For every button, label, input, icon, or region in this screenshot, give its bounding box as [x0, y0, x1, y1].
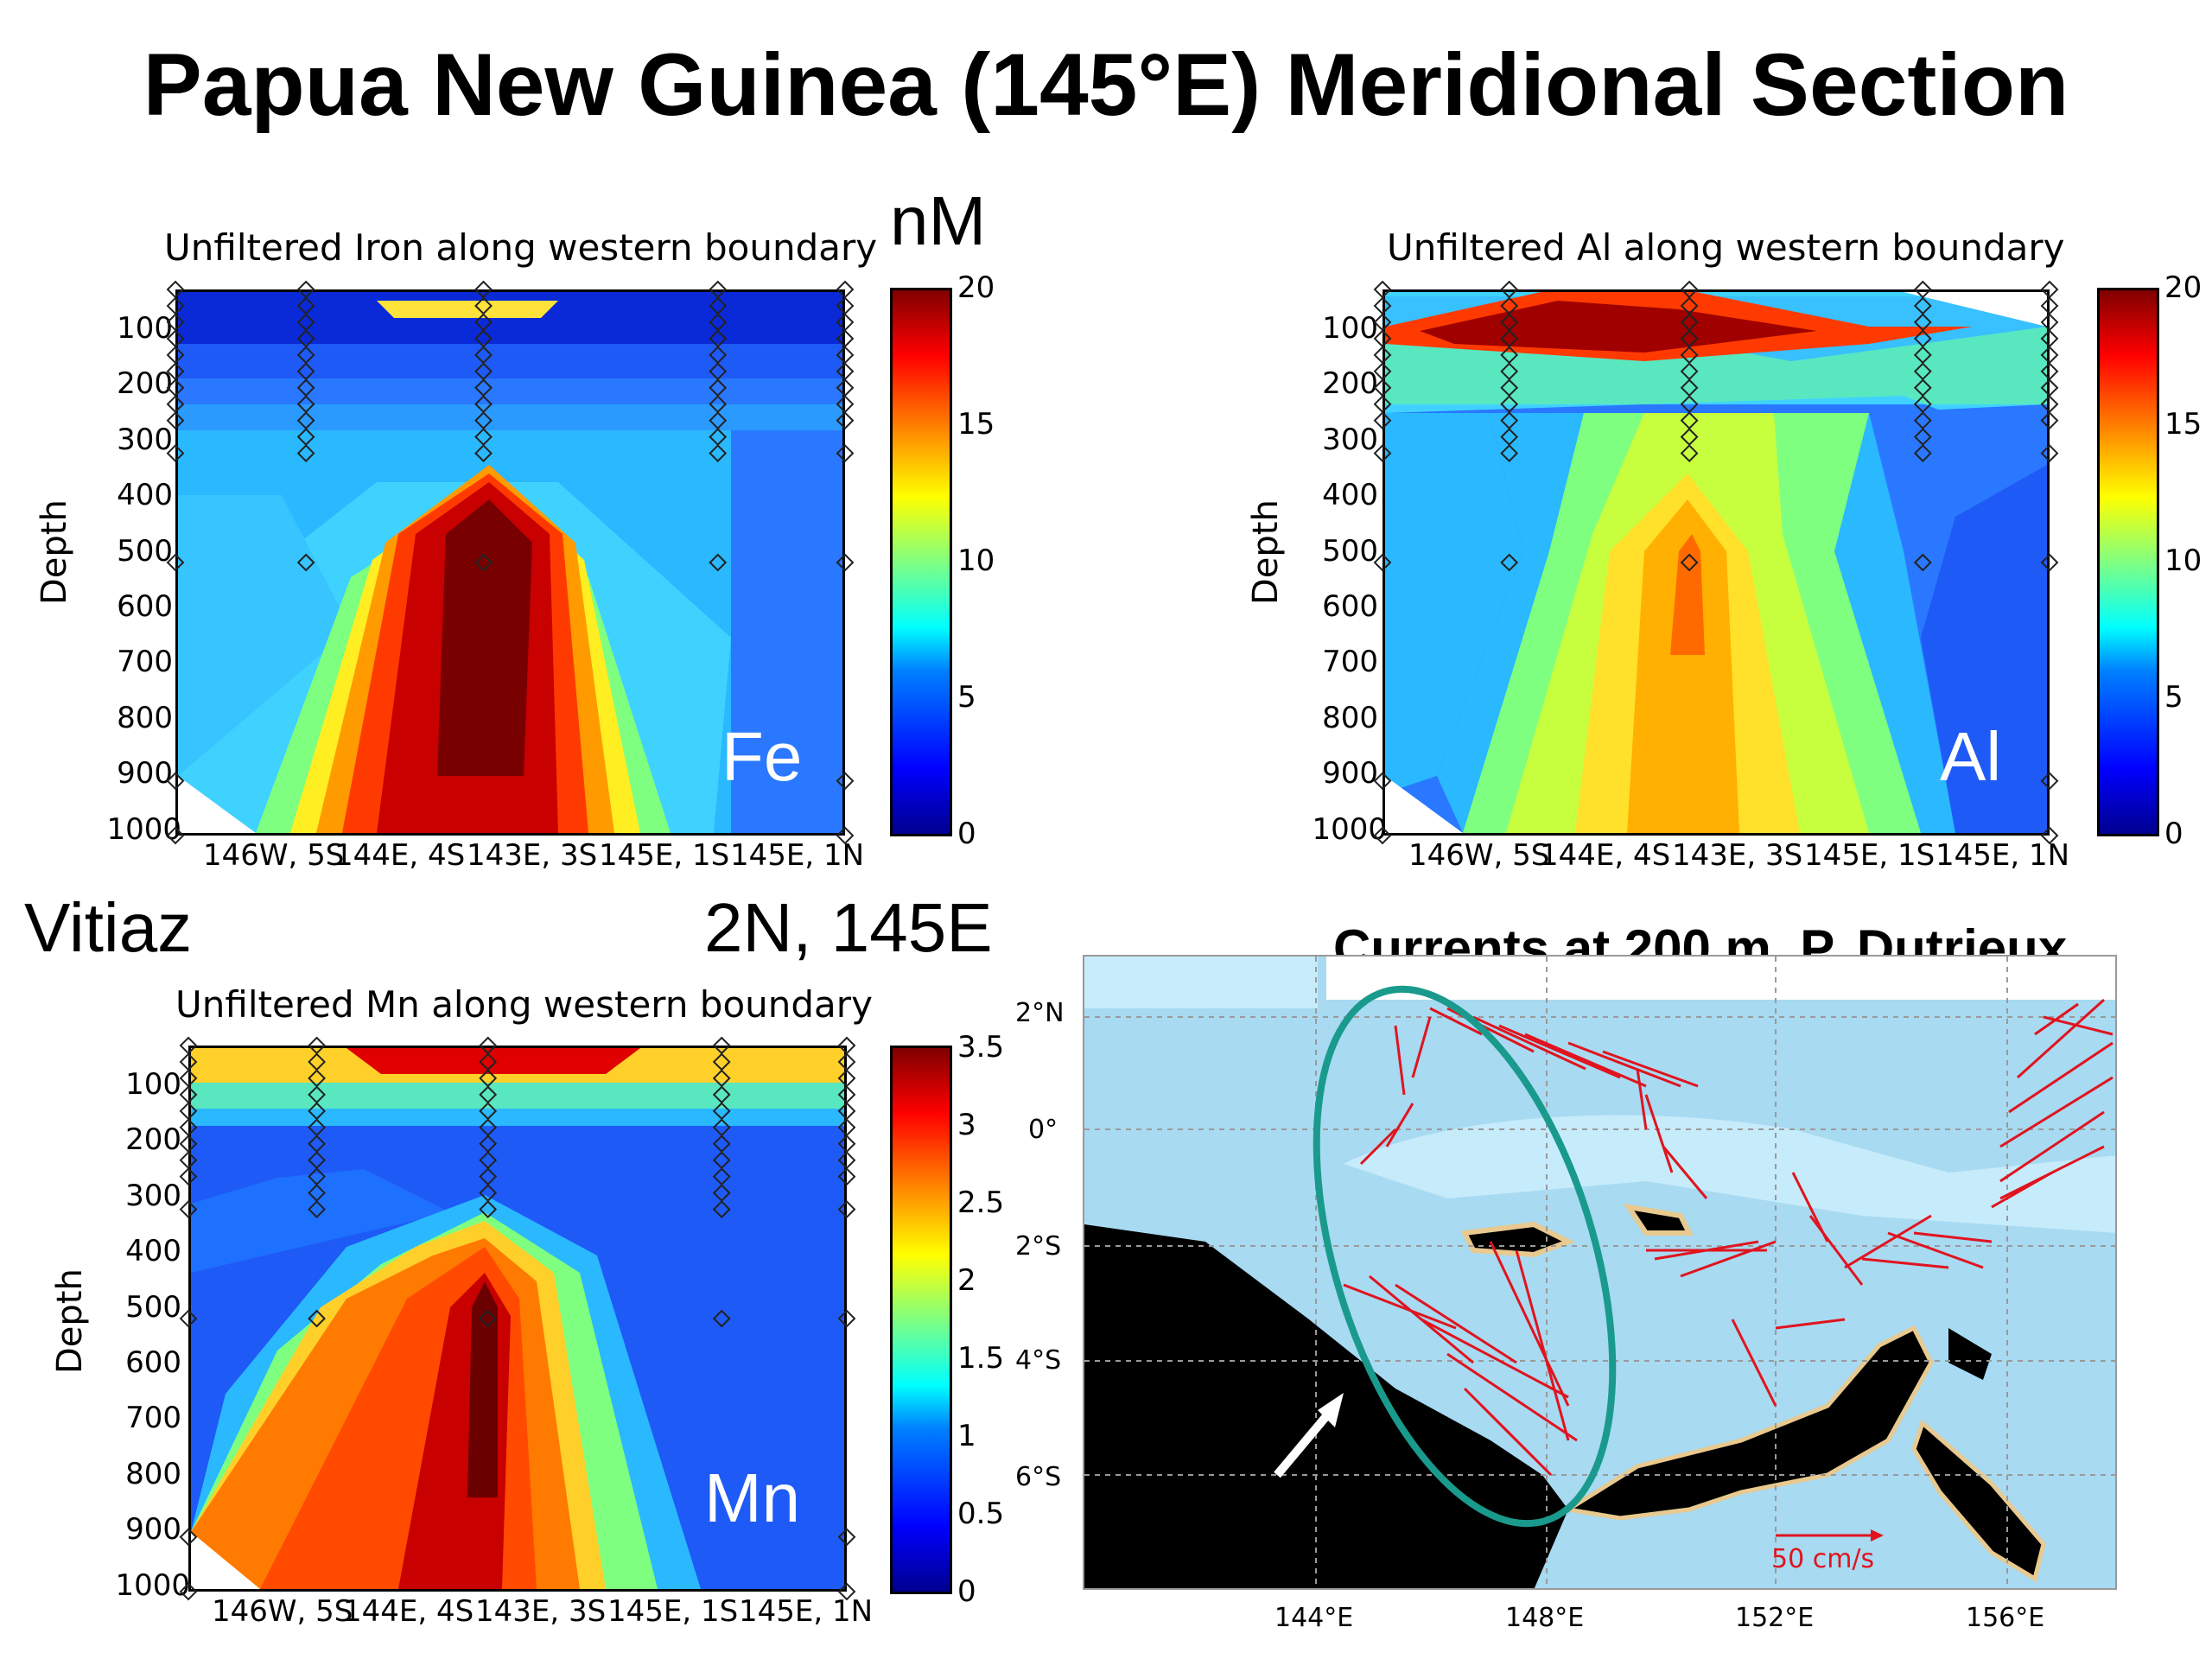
mn-y-tick: 500 [125, 1290, 181, 1325]
fe-y-tick: 300 [117, 423, 173, 457]
al-cbar-tick: 5 [2164, 680, 2183, 715]
al-plot-area [1382, 289, 2050, 836]
al-y-tick: 200 [1322, 366, 1378, 401]
fe-y-tick: 900 [117, 756, 173, 791]
al-colorbar [2097, 288, 2159, 836]
mn-y-tick: 300 [125, 1179, 181, 1213]
al-cbar-tick: 0 [2164, 817, 2183, 851]
fe-y-tick: 100 [117, 311, 173, 346]
mn-colorbar [890, 1046, 952, 1594]
al-panel-title: Unfiltered Al along western boundary [1387, 226, 2065, 269]
fe-y-tick: 400 [117, 478, 173, 512]
fe-ylabel: Depth [35, 499, 74, 605]
fe-y-ticks: 100 200 300 400 500 600 700 800 900 1000 [106, 311, 181, 847]
al-y-tick: 400 [1322, 478, 1378, 512]
al-x-tick: 146W, 5S [1408, 838, 1550, 873]
fe-plot-area [175, 289, 845, 836]
fe-x-tick: 145E, 1S [599, 838, 730, 873]
unit-label: nM [890, 182, 987, 259]
mn-y-tick: 400 [125, 1234, 181, 1268]
al-y-tick: 600 [1322, 589, 1378, 624]
fe-cbar-tick: 20 [957, 270, 995, 305]
fe-colorbar [890, 288, 952, 836]
al-colorbar-ticks: 0 5 10 15 20 [2164, 270, 2212, 851]
mn-element-label: Mn [704, 1459, 801, 1536]
al-y-tick: 100 [1322, 311, 1378, 346]
mn-y-tick: 600 [125, 1345, 181, 1380]
fe-panel-title: Unfiltered Iron along western boundary [164, 226, 878, 269]
al-y-tick: 800 [1322, 701, 1378, 735]
mn-colorbar-ticks: 0 0.5 1 1.5 2 2.5 3 3.5 [957, 1030, 1018, 1609]
al-element-label: Al [1940, 718, 2002, 795]
fe-cbar-tick: 0 [957, 817, 976, 851]
map-lon-tick: 148°E [1505, 1603, 1585, 1633]
fe-x-tick: 144E, 4S [334, 838, 466, 873]
mn-y-tick: 100 [125, 1067, 181, 1102]
station-2n-label: 2N, 145E [704, 889, 993, 966]
fe-y-tick: 700 [117, 645, 173, 679]
fe-colorbar-ticks: 0 5 10 15 20 [957, 270, 1009, 851]
page-title: Papua New Guinea (145°E) Meridional Sect… [143, 35, 2069, 134]
mn-x-tick: 145E, 1N [739, 1594, 874, 1629]
al-y-tick: 300 [1322, 423, 1378, 457]
map-lon-tick: 156°E [1966, 1603, 2045, 1633]
fe-y-tick: 1000 [106, 812, 181, 847]
al-y-tick: 1000 [1312, 812, 1387, 847]
al-x-tick: 145E, 1N [1936, 838, 2070, 873]
fe-y-tick: 500 [117, 534, 173, 569]
map-lon-tick: 144°E [1274, 1603, 1354, 1633]
al-y-tick: 700 [1322, 645, 1378, 679]
mn-y-tick: 700 [125, 1401, 181, 1435]
fe-element-label: Fe [721, 718, 803, 795]
mn-x-tick: 144E, 4S [343, 1594, 474, 1629]
fe-cbar-tick: 5 [957, 680, 976, 715]
mn-ylabel: Depth [50, 1268, 90, 1374]
fe-x-tick: 145E, 1N [730, 838, 865, 873]
al-y-ticks: 100 200 300 400 500 600 700 800 900 1000 [1312, 311, 1387, 847]
fe-y-tick: 800 [117, 701, 173, 735]
mn-cbar-tick: 1 [957, 1419, 976, 1453]
map-lat-tick: 0° [1028, 1115, 1058, 1145]
al-x-tick: 144E, 4S [1540, 838, 1671, 873]
map-lon-tick: 152°E [1735, 1603, 1815, 1633]
fe-cbar-tick: 15 [957, 407, 995, 442]
mn-cbar-tick: 2 [957, 1263, 976, 1298]
al-x-tick: 145E, 1S [1804, 838, 1936, 873]
mn-x-tick: 145E, 1S [607, 1594, 739, 1629]
al-ylabel: Depth [1246, 499, 1286, 605]
al-x-tick: 143E, 3S [1672, 838, 1803, 873]
fe-cbar-tick: 10 [957, 543, 995, 578]
al-cbar-tick: 20 [2164, 270, 2202, 305]
mn-y-tick: 800 [125, 1457, 181, 1491]
mn-cbar-tick: 3.5 [957, 1030, 1005, 1065]
al-cbar-tick: 10 [2164, 543, 2202, 578]
mn-cbar-tick: 3 [957, 1108, 976, 1142]
mn-cbar-tick: 1.5 [957, 1341, 1005, 1376]
mn-y-tick: 1000 [115, 1568, 190, 1603]
mn-y-tick: 900 [125, 1512, 181, 1547]
al-y-tick: 900 [1322, 756, 1378, 791]
al-cbar-tick: 15 [2164, 407, 2202, 442]
al-y-tick: 500 [1322, 534, 1378, 569]
map-scale-label: 50 cm/s [1771, 1544, 1875, 1574]
fe-x-tick: 146W, 5S [203, 838, 345, 873]
vitiaz-label: Vitiaz [24, 889, 193, 966]
fe-x-tick: 143E, 3S [467, 838, 598, 873]
map-lat-tick: 2°S [1015, 1231, 1062, 1262]
map-lat-tick: 4°S [1015, 1345, 1062, 1376]
mn-cbar-tick: 2.5 [957, 1185, 1005, 1220]
fe-y-tick: 200 [117, 366, 173, 401]
map-lat-tick: 2°N [1015, 998, 1065, 1028]
map-lat-tick: 6°S [1015, 1462, 1062, 1492]
mn-y-tick: 200 [125, 1122, 181, 1157]
mn-cbar-tick: 0.5 [957, 1497, 1005, 1531]
fe-y-tick: 600 [117, 589, 173, 624]
mn-cbar-tick: 0 [957, 1574, 976, 1609]
mn-x-tick: 143E, 3S [475, 1594, 607, 1629]
mn-x-tick: 146W, 5S [212, 1594, 353, 1629]
mn-panel-title: Unfiltered Mn along western boundary [175, 983, 873, 1026]
mn-y-ticks: 100 200 300 400 500 600 700 800 900 1000 [115, 1067, 190, 1603]
currents-map: 50 cm/s [1083, 955, 2117, 1590]
